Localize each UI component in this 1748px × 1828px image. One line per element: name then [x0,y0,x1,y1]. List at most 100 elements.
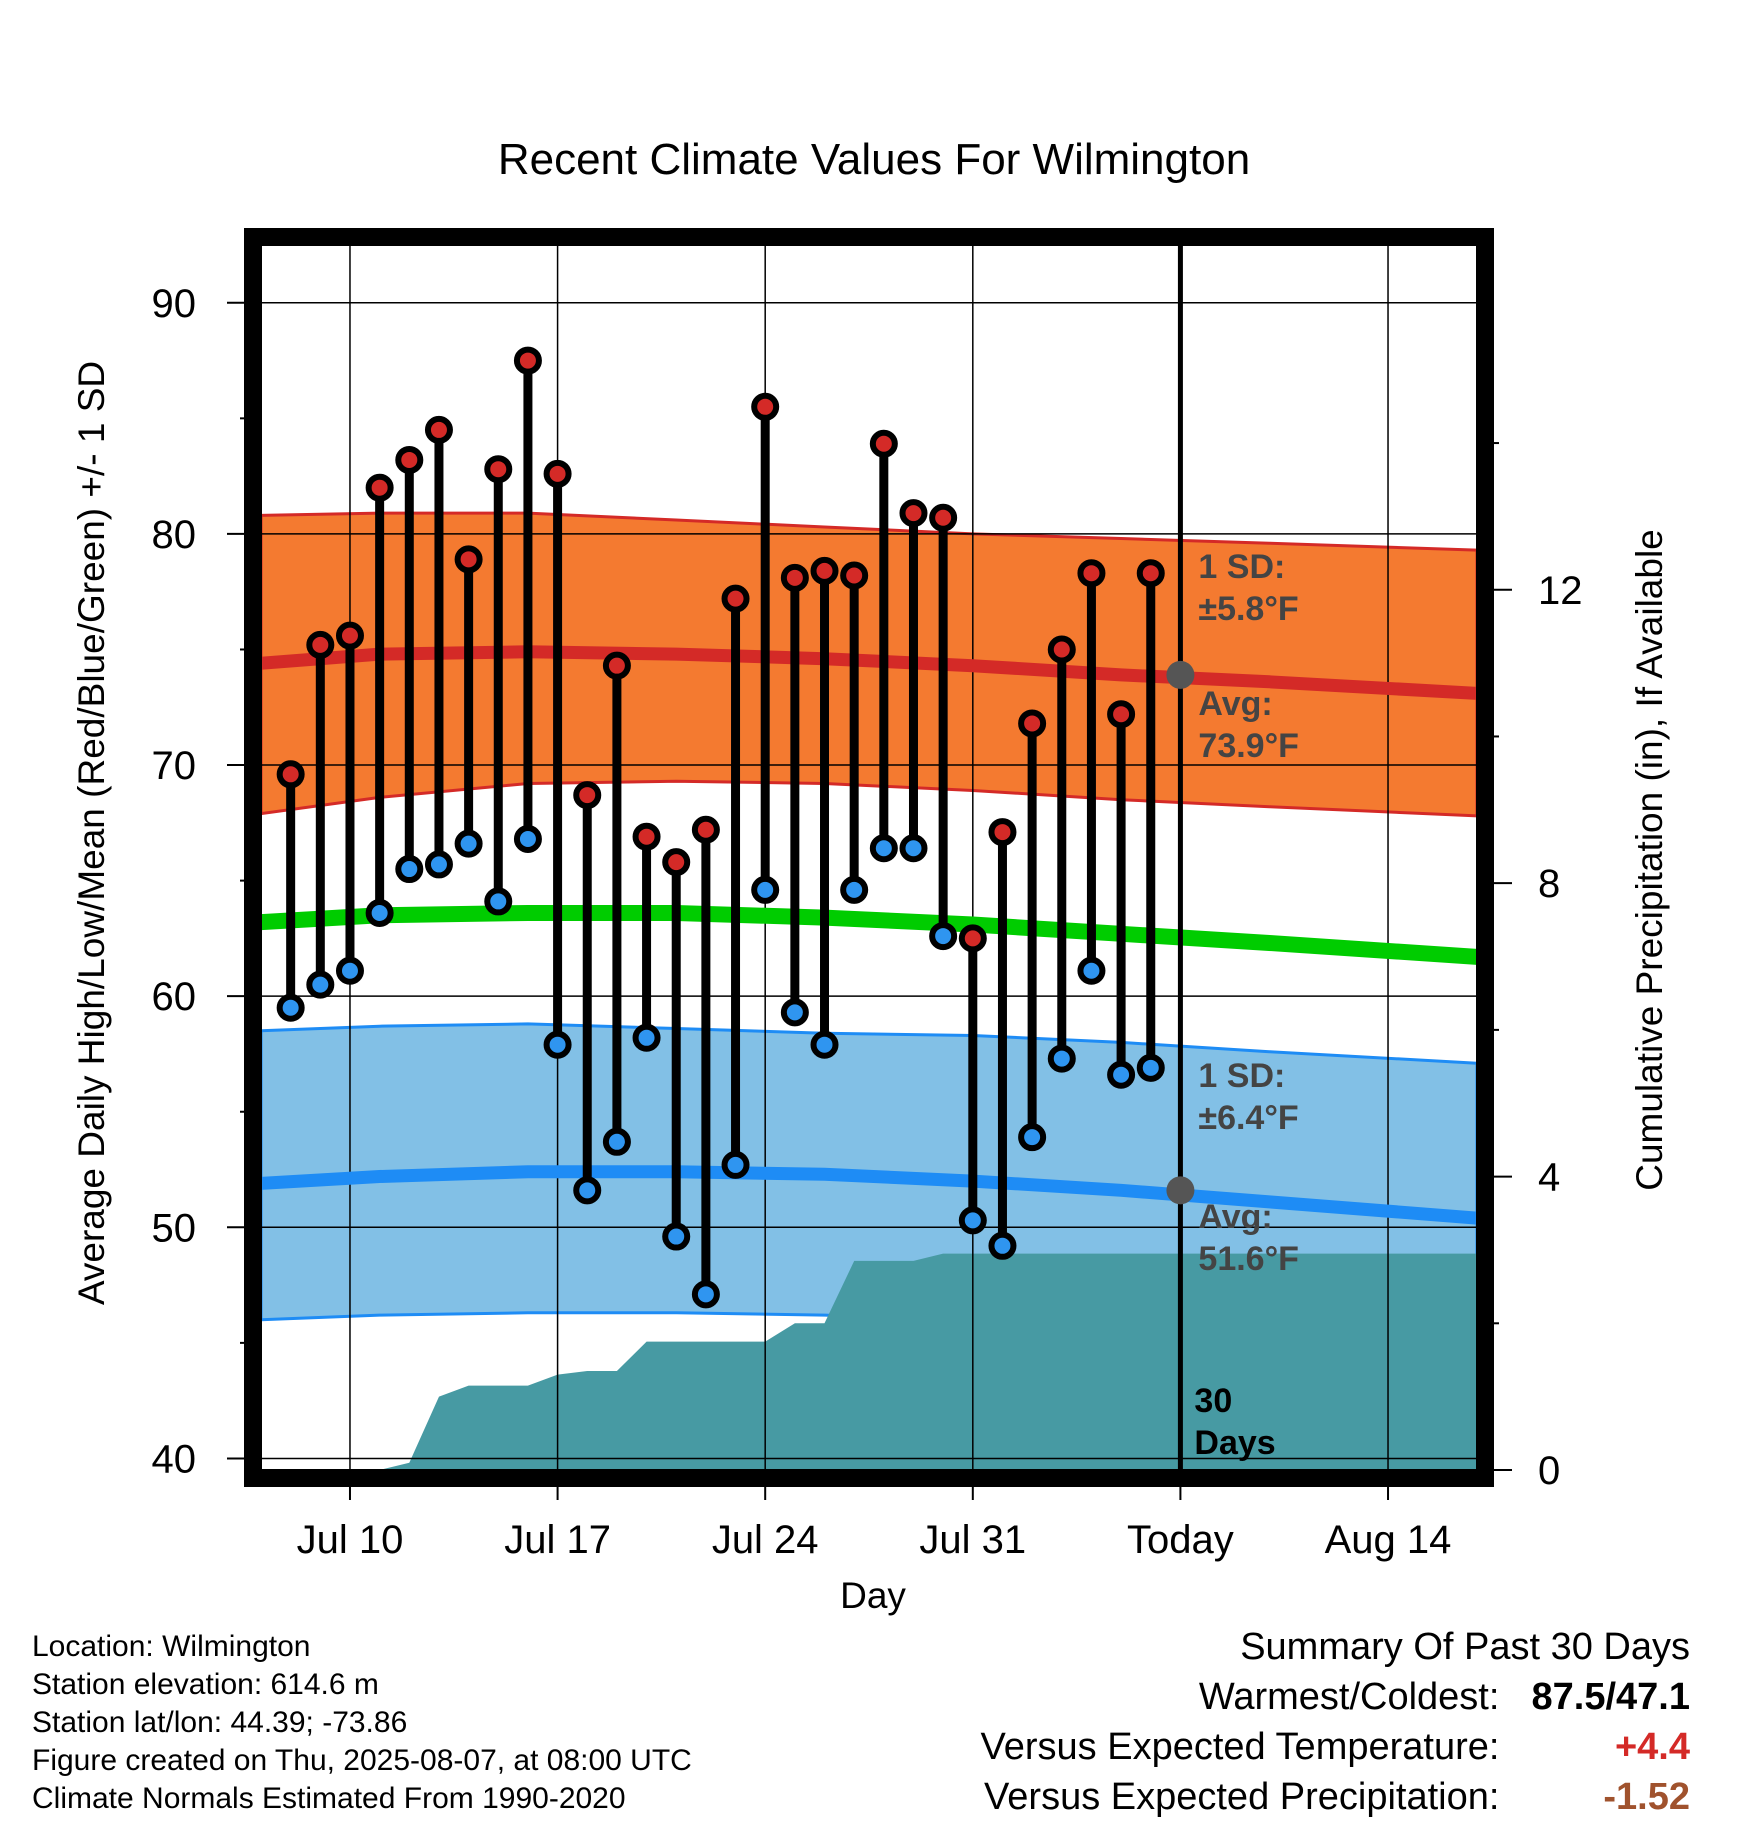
normal-mean-line [261,905,1477,965]
daily-low-point [543,1030,572,1059]
elevation-text: Station elevation: 614.6 m [32,1668,379,1701]
daily-high-point [365,473,394,502]
daily-low-point [365,898,394,927]
daily-low-point [513,825,542,854]
normals-text: Climate Normals Estimated From 1990-2020 [32,1782,626,1815]
precip-label: Versus Expected Precipitation: [984,1776,1500,1818]
daily-high-point [1047,635,1076,664]
daily-low-point [1047,1044,1076,1073]
y-tick-label: 40 [152,1437,197,1481]
y2-tick-label: 12 [1538,569,1583,613]
daily-low-point [958,1206,987,1235]
daily-high-point [543,459,572,488]
daily-low-point [632,1023,661,1052]
y2-tick-label: 4 [1538,1156,1560,1200]
summary-panel: Summary Of Past 30 Days Warmest/Coldest:… [981,1622,1690,1822]
chart-title: Recent Climate Values For Wilmington [498,135,1250,184]
plot-area: 1 SD: ±5.8°F Avg: 73.9°F 1 SD: ±6.4°F Avg: 51.6… [152,228,1583,1562]
x-tick-label: Jul 24 [712,1518,819,1562]
daily-high-point [484,455,513,484]
daily-low-point [424,850,453,879]
daily-low-point [899,834,928,863]
daily-low-point [454,829,483,858]
daily-low-point [484,887,513,916]
daily-low-point [1018,1123,1047,1152]
daily-low-point [988,1231,1017,1260]
daily-low-point [662,1222,691,1251]
low-avg-annotation: Avg: 51.6°F [1198,1198,1299,1278]
daily-high-point [573,781,602,810]
station-info: Location: Wilmington Station elevation: … [32,1628,692,1818]
daily-high-point [602,651,631,680]
high-sd-annotation-line: ±5.8°F [1198,590,1298,628]
daily-high-point [662,848,691,877]
x-tick-label: Aug 14 [1325,1518,1452,1562]
daily-high-point [454,545,483,574]
today-high-avg-marker [1166,660,1195,689]
daily-low-point [840,875,869,904]
daily-high-point [869,429,898,458]
daily-low-point [869,834,898,863]
daily-high-point [1077,559,1106,588]
daily-low-point [810,1030,839,1059]
y2-axis-label: Cumulative Precipitation (in), If Availa… [1629,529,1670,1191]
daily-high-point [751,392,780,421]
days-count: 30 [1194,1382,1232,1420]
daily-high-point [958,924,987,953]
temp-label: Versus Expected Temperature: [980,1726,1500,1768]
high-sd-annotation: 1 SD: ±5.8°F [1198,548,1298,628]
daily-low-point [751,875,780,904]
daily-high-point [988,818,1017,847]
y2-tick-label: 8 [1538,862,1560,906]
normal-low-line [261,1165,1477,1225]
daily-high-point [780,563,809,592]
daily-high-point [810,556,839,585]
temp-row: Versus Expected Temperature: +4.4 [981,1722,1690,1772]
daily-low-point [1136,1053,1165,1082]
climate-chart: Recent Climate Values For Wilmington 1 S… [71,135,1670,1616]
daily-high-point [899,499,928,528]
x-tick-label: Jul 17 [504,1518,611,1562]
daily-low-point [691,1280,720,1309]
y-tick-label: 80 [152,513,197,557]
daily-low-point [929,922,958,951]
today-low-avg-marker [1166,1176,1195,1205]
x-tick-label: Today [1127,1518,1234,1562]
y-axis-label: Average Daily High/Low/Mean (Red/Blue/Gr… [71,361,112,1305]
daily-low-point [1077,956,1106,985]
daily-high-point [721,584,750,613]
daily-high-point [929,503,958,532]
daily-high-point [306,630,335,659]
daily-high-point [1018,709,1047,738]
daily-high-point [395,445,424,474]
location-text: Location: Wilmington [32,1630,311,1663]
daily-high-point [424,415,453,444]
y-tick-label: 70 [152,744,197,788]
high-avg-annotation-line: Avg: [1198,685,1272,723]
precip-value: -1.52 [1603,1776,1690,1818]
days-annotation: 30 Days [1194,1382,1275,1462]
high-avg-annotation: Avg: 73.9°F [1198,685,1299,765]
low-avg-annotation-line: 51.6°F [1198,1240,1299,1278]
precip-row: Versus Expected Precipitation: -1.52 [981,1772,1690,1822]
high-avg-annotation-line: 73.9°F [1198,727,1299,765]
daily-low-point [721,1150,750,1179]
daily-low-point [1107,1060,1136,1089]
latlon-text: Station lat/lon: 44.39; -73.86 [32,1706,408,1739]
high-sd-annotation-line: 1 SD: [1198,548,1285,586]
low-sd-annotation-line: 1 SD: [1198,1057,1285,1095]
daily-low-point [573,1176,602,1205]
daily-high-point [1107,700,1136,729]
warm-cold-row: Warmest/Coldest: 87.5/47.1 [981,1672,1690,1722]
temp-value: +4.4 [1614,1726,1690,1768]
days-word: Days [1194,1424,1275,1462]
warm-cold-label: Warmest/Coldest: [1198,1676,1500,1718]
daily-low-point [395,855,424,884]
precip-area [261,1253,1477,1470]
warm-cold-value: 87.5/47.1 [1531,1676,1690,1718]
low-avg-annotation-line: Avg: [1198,1198,1272,1236]
y-tick-label: 90 [152,282,197,326]
daily-high-point [1136,559,1165,588]
daily-high-point [691,815,720,844]
daily-low-point [335,956,364,985]
